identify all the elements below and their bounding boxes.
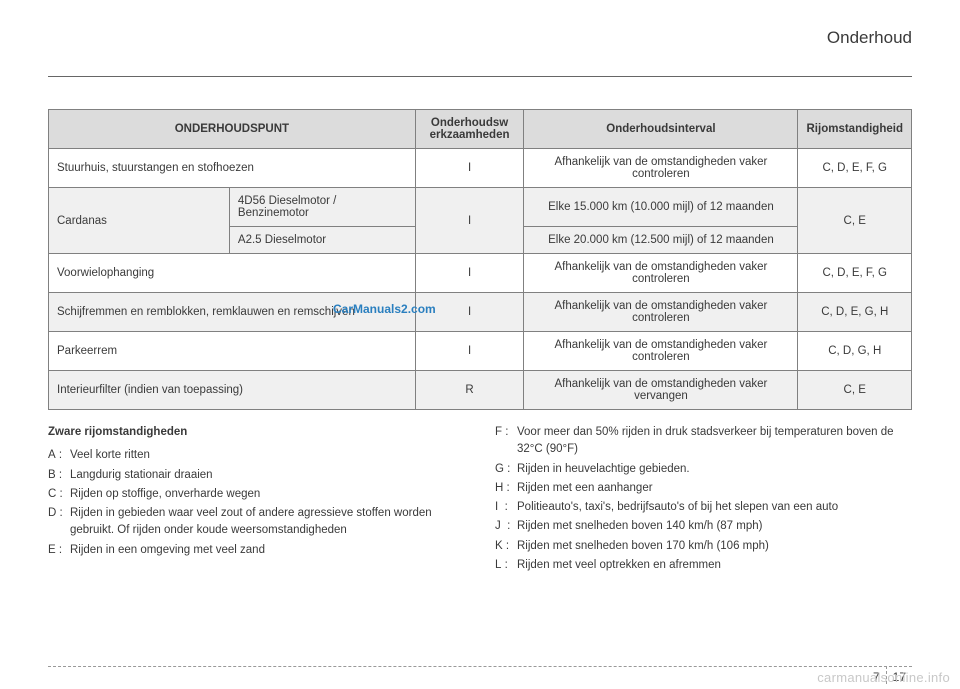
cell-rij: C, E — [798, 188, 912, 254]
table-row: Voorwielophanging I Afhankelijk van de o… — [49, 254, 912, 293]
legend-key: D : — [48, 505, 70, 540]
legend-text: Voor meer dan 50% rijden in druk stadsve… — [517, 424, 912, 459]
th-point: ONDERHOUDSPUNT — [49, 110, 416, 149]
legend-item: B :Langdurig stationair draaien — [48, 467, 465, 484]
legend-key: F : — [495, 424, 517, 459]
legend-key: G : — [495, 461, 517, 478]
cell-point: Stuurhuis, stuurstangen en stofhoezen — [49, 149, 416, 188]
legend: Zware rijomstandigheden A :Veel korte ri… — [48, 424, 912, 576]
cell-werk: R — [415, 371, 524, 410]
legend-item: D :Rijden in gebieden waar veel zout of … — [48, 505, 465, 540]
legend-item: G :Rijden in heuvelachtige gebieden. — [495, 461, 912, 478]
footer: 7 17 — [48, 666, 912, 667]
cell-rij: C, D, G, H — [798, 332, 912, 371]
table-header-row: ONDERHOUDSPUNT Onderhoudsw erkzaamheden … — [49, 110, 912, 149]
cell-point: Voorwielophanging — [49, 254, 416, 293]
page: Onderhoud ONDERHOUDSPUNT Onderhoudsw erk… — [0, 0, 960, 689]
legend-text: Veel korte ritten — [70, 447, 465, 464]
legend-key: L : — [495, 557, 517, 574]
legend-item: J :Rijden met snelheden boven 140 km/h (… — [495, 518, 912, 535]
cell-werk: I — [415, 332, 524, 371]
maintenance-table: ONDERHOUDSPUNT Onderhoudsw erkzaamheden … — [48, 109, 912, 410]
cell-interval: Afhankelijk van de omstandigheden vaker … — [524, 332, 798, 371]
legend-key: J : — [495, 518, 517, 535]
table-row: Stuurhuis, stuurstangen en stofhoezen I … — [49, 149, 912, 188]
cell-point-label: Cardanas — [49, 188, 230, 254]
legend-text: Rijden met een aanhanger — [517, 480, 912, 497]
cell-rij: C, E — [798, 371, 912, 410]
cell-interval: Afhankelijk van de omstandigheden vaker … — [524, 254, 798, 293]
legend-item: E :Rijden in een omgeving met veel zand — [48, 542, 465, 559]
th-rij: Rijomstandigheid — [798, 110, 912, 149]
cell-werk: I — [415, 188, 524, 254]
legend-text: Rijden in heuvelachtige gebieden. — [517, 461, 912, 478]
th-werk: Onderhoudsw erkzaamheden — [415, 110, 524, 149]
cell-sub: A2.5 Dieselmotor — [229, 227, 415, 254]
legend-key: B : — [48, 467, 70, 484]
legend-text: Rijden in gebieden waar veel zout of and… — [70, 505, 465, 540]
cell-rij: C, D, E, F, G — [798, 149, 912, 188]
legend-item: L :Rijden met veel optrekken en afremmen — [495, 557, 912, 574]
legend-text: Rijden met snelheden boven 170 km/h (106… — [517, 538, 912, 555]
legend-key: H : — [495, 480, 517, 497]
legend-key: I : — [495, 499, 517, 516]
cell-point: Parkeerrem — [49, 332, 416, 371]
legend-key: E : — [48, 542, 70, 559]
cell-interval: Afhankelijk van de omstandigheden vaker … — [524, 293, 798, 332]
cell-point: Interieurfilter (indien van toepassing) — [49, 371, 416, 410]
cell-sub: 4D56 Dieselmotor / Benzinemotor — [229, 188, 415, 227]
legend-item: I :Politieauto's, taxi's, bedrijfsauto's… — [495, 499, 912, 516]
cell-interval: Afhankelijk van de omstandigheden vaker … — [524, 149, 798, 188]
legend-key: K : — [495, 538, 517, 555]
cell-interval: Elke 20.000 km (12.500 mijl) of 12 maand… — [524, 227, 798, 254]
watermark-footer: carmanualsonline.info — [0, 670, 960, 685]
cell-rij: C, D, E, G, H — [798, 293, 912, 332]
table-row: Interieurfilter (indien van toepassing) … — [49, 371, 912, 410]
legend-item: H :Rijden met een aanhanger — [495, 480, 912, 497]
legend-text: Rijden met snelheden boven 140 km/h (87 … — [517, 518, 912, 535]
legend-item: K :Rijden met snelheden boven 170 km/h (… — [495, 538, 912, 555]
cell-rij: C, D, E, F, G — [798, 254, 912, 293]
legend-title: Zware rijomstandigheden — [48, 424, 465, 441]
header-rule — [48, 76, 912, 77]
cell-werk: I — [415, 254, 524, 293]
legend-left: Zware rijomstandigheden A :Veel korte ri… — [48, 424, 465, 576]
table-row: Cardanas 4D56 Dieselmotor / Benzinemotor… — [49, 188, 912, 227]
legend-text: Rijden met veel optrekken en afremmen — [517, 557, 912, 574]
table-row: Schijfremmen en remblokken, remklauwen e… — [49, 293, 912, 332]
section-title: Onderhoud — [48, 28, 912, 48]
cell-point: Schijfremmen en remblokken, remklauwen e… — [49, 293, 416, 332]
th-interval: Onderhoudsinterval — [524, 110, 798, 149]
legend-key: A : — [48, 447, 70, 464]
cell-werk: I — [415, 293, 524, 332]
legend-text: Rijden in een omgeving met veel zand — [70, 542, 465, 559]
cell-interval: Elke 15.000 km (10.000 mijl) of 12 maand… — [524, 188, 798, 227]
legend-key: C : — [48, 486, 70, 503]
table-row: Parkeerrem I Afhankelijk van de omstandi… — [49, 332, 912, 371]
legend-right: F :Voor meer dan 50% rijden in druk stad… — [495, 424, 912, 576]
legend-item: F :Voor meer dan 50% rijden in druk stad… — [495, 424, 912, 459]
legend-item: A :Veel korte ritten — [48, 447, 465, 464]
cell-werk: I — [415, 149, 524, 188]
legend-text: Rijden op stoffige, onverharde wegen — [70, 486, 465, 503]
cell-interval: Afhankelijk van de omstandigheden vaker … — [524, 371, 798, 410]
legend-item: C :Rijden op stoffige, onverharde wegen — [48, 486, 465, 503]
legend-text: Politieauto's, taxi's, bedrijfsauto's of… — [517, 499, 912, 516]
legend-text: Langdurig stationair draaien — [70, 467, 465, 484]
